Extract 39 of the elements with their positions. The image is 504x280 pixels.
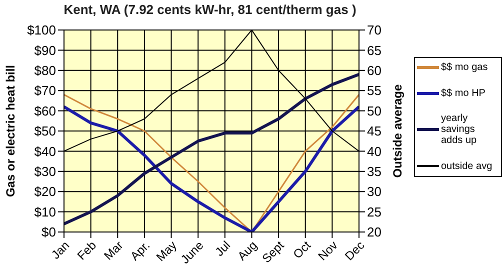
legend-label: yearly savings adds up	[441, 113, 478, 146]
y-axis-title: Gas or electric heat bill	[3, 64, 18, 198]
y2-tick-label: 45	[367, 124, 382, 139]
x-tick-label: Jan	[48, 238, 72, 262]
x-tick-label: Mar	[101, 238, 126, 263]
y-tick-label: $70	[34, 83, 56, 98]
legend-label: $$ mo HP	[441, 88, 486, 99]
chart-title: Kent, WA (7.92 cents kW-hr, 81 cent/therm gas )	[62, 2, 358, 17]
y-tick-label: $100	[27, 22, 56, 38]
y2-tick-label: 35	[367, 164, 382, 180]
y2-tick-label: 70	[367, 22, 382, 38]
x-tick-label: Apr.	[128, 238, 153, 264]
x-tick-label: Oct	[290, 238, 314, 262]
y-tick-label: $60	[34, 103, 56, 118]
y-tick-label: $50	[34, 124, 56, 139]
y2-tick-label: 55	[367, 83, 382, 98]
y2-tick-label: 50	[367, 103, 382, 118]
y2-tick-label: 30	[367, 184, 382, 200]
y-tick-label: $90	[34, 42, 56, 58]
y-tick-label: $20	[34, 184, 56, 200]
y-tick-label: $10	[34, 204, 56, 220]
x-tick-label: May	[153, 238, 180, 264]
y2-tick-label: 20	[367, 224, 382, 240]
y2-tick-label: 65	[367, 42, 382, 58]
x-tick-label: Nov	[315, 238, 340, 264]
y-tick-label: $80	[34, 63, 56, 78]
x-tick-label: Feb	[74, 238, 100, 263]
y2-tick-label: 25	[367, 204, 382, 220]
y2-tick-label: 40	[367, 144, 382, 159]
x-tick-label: Dec	[342, 238, 368, 264]
x-tick-label: Jul	[212, 238, 234, 259]
y-tick-label: $0	[42, 224, 56, 240]
y2-tick-label: 60	[367, 63, 382, 78]
x-tick-label: Aug	[234, 238, 260, 264]
y2-axis-title: Outside average	[390, 84, 404, 178]
legend-label: outside avg	[441, 160, 492, 172]
legend-label: $$ mo gas	[441, 62, 488, 73]
y-tick-label: $30	[34, 164, 56, 180]
y-tick-label: $40	[34, 144, 56, 159]
